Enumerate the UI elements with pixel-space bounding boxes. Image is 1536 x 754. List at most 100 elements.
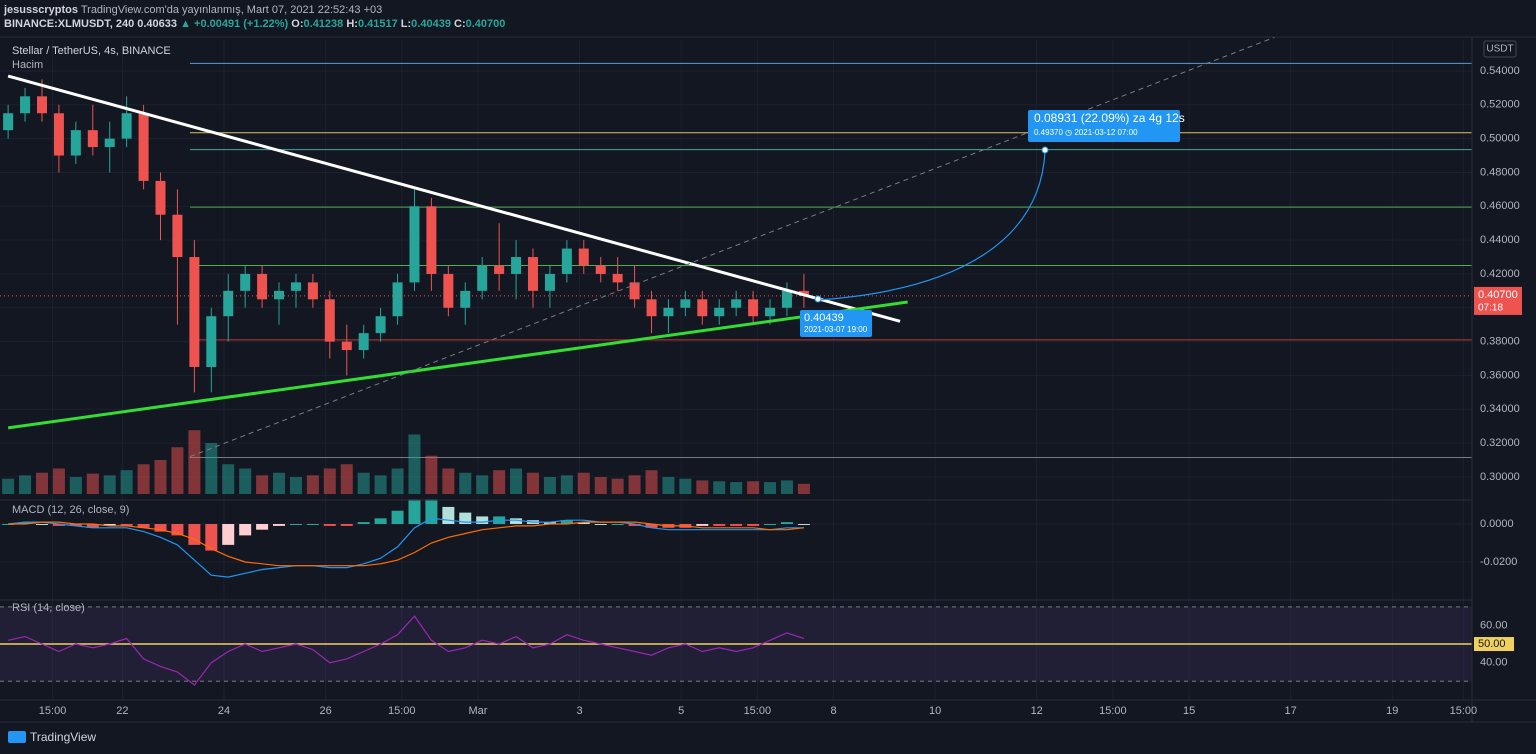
rsi-mid-label: 50.00 <box>1478 638 1506 650</box>
y-tick-label: 0.32000 <box>1480 437 1520 449</box>
candle-body <box>274 290 285 300</box>
macd-histogram-bar <box>19 522 32 525</box>
logo <box>8 731 26 743</box>
open: 0.41238 <box>304 18 344 30</box>
macd-histogram-bar <box>442 506 455 525</box>
volume-bar <box>526 472 539 494</box>
volume-bar <box>797 483 810 494</box>
currency-box[interactable] <box>1483 40 1517 58</box>
candle-body <box>358 333 369 351</box>
projection-arrow <box>817 151 1046 301</box>
volume-bar <box>696 480 709 494</box>
candle-body <box>714 307 725 317</box>
price: 0.40633 <box>137 18 177 30</box>
macd-histogram-bar <box>730 524 743 526</box>
volume-bar <box>730 482 743 494</box>
x-tick-label: 15:00 <box>1450 705 1478 717</box>
symbol: BINANCE:XLMUSDT, 240 <box>4 18 134 30</box>
macd-histogram-bar <box>188 524 201 545</box>
macd-histogram-bar <box>52 524 65 526</box>
macd-histogram-bar <box>137 524 150 528</box>
volume-bar <box>171 447 184 494</box>
volume-bar <box>611 478 624 494</box>
macd-histogram-bar <box>764 524 777 526</box>
candle-body <box>307 282 318 300</box>
volume-bar <box>323 468 336 494</box>
volume-label: Hacim <box>12 59 43 71</box>
volume-bar <box>188 430 201 494</box>
candle-body <box>595 265 606 274</box>
volume-bar <box>442 468 455 494</box>
rsi-title: RSI (14, close) <box>12 602 85 614</box>
high: 0.41517 <box>358 18 398 30</box>
rsi-line <box>7 615 805 686</box>
volume-bar <box>747 481 760 494</box>
volume-bar <box>713 481 726 494</box>
y-tick-label: 0.50000 <box>1480 133 1520 145</box>
volume-bar <box>52 468 65 494</box>
footer-brand[interactable]: TradingView <box>30 730 96 744</box>
macd-histogram-bar <box>154 524 167 532</box>
candle-body <box>138 113 149 181</box>
rsi-tick-label: 40.00 <box>1480 657 1508 669</box>
candle-body <box>527 257 538 291</box>
volume-bar <box>577 472 590 494</box>
candle-body <box>87 130 98 148</box>
x-tick-label: 15:00 <box>1099 705 1127 717</box>
y-tick-label: 0.54000 <box>1480 65 1520 77</box>
last-price-countdown: 07:18 <box>1478 303 1503 314</box>
volume-bar <box>205 443 218 494</box>
macd-histogram-bar <box>391 510 404 525</box>
candle-body <box>765 307 776 317</box>
macd-histogram-bar <box>239 524 252 536</box>
macd-histogram-bar <box>222 524 235 545</box>
candle-body <box>460 290 471 308</box>
close: 0.40700 <box>466 18 506 30</box>
macd-histogram-bar <box>256 524 269 530</box>
macd-histogram-bar <box>459 512 472 525</box>
projection-time: 2021-03-12 07:00 <box>1074 128 1138 137</box>
last-price-label: 0.40700 <box>1478 289 1518 301</box>
x-tick-label: 3 <box>576 705 582 717</box>
candle-body <box>680 299 691 308</box>
candle-body <box>121 113 132 139</box>
volume-bar <box>560 475 573 494</box>
volume-bar <box>374 475 387 494</box>
candle-body <box>70 130 81 156</box>
volume-bar <box>408 434 421 494</box>
x-tick-label: 26 <box>319 705 331 717</box>
volume-bar <box>679 478 692 494</box>
volume-bar <box>2 478 15 494</box>
candle-body <box>629 282 640 300</box>
volume-bar <box>137 464 150 494</box>
candle-body <box>20 96 31 114</box>
volume-bar <box>425 455 438 494</box>
volume-bar <box>780 480 793 494</box>
macd-histogram-bar <box>577 522 590 525</box>
candle-body <box>3 113 14 131</box>
macd-histogram-bar <box>357 522 370 525</box>
projection-price: 0.49370 <box>1034 128 1063 137</box>
volume-bar <box>154 460 167 494</box>
macd-histogram-bar <box>374 518 387 525</box>
author: jesusscryptos <box>3 4 78 16</box>
x-tick-label: Mar <box>468 705 487 717</box>
y-tick-label: 0.34000 <box>1480 403 1520 415</box>
candle-body <box>341 341 352 351</box>
x-tick-label: 22 <box>116 705 128 717</box>
volume-bar <box>493 470 506 494</box>
x-tick-label: 5 <box>678 705 684 717</box>
x-tick-label: 15:00 <box>388 705 416 717</box>
candle-body <box>155 180 166 215</box>
candle-body <box>612 273 623 283</box>
macd-histogram-bar <box>696 524 709 526</box>
y-tick-label: 0.36000 <box>1480 369 1520 381</box>
trendline <box>7 74 901 323</box>
candle-body <box>189 257 200 367</box>
macd-histogram-bar <box>543 522 556 525</box>
o-label: O: <box>291 18 303 30</box>
candle-body <box>240 273 251 291</box>
x-tick-label: 8 <box>830 705 836 717</box>
y-tick-label: 0.30000 <box>1480 471 1520 483</box>
chart-title: Stellar / TetherUS, 4s, BINANCE <box>12 45 171 57</box>
